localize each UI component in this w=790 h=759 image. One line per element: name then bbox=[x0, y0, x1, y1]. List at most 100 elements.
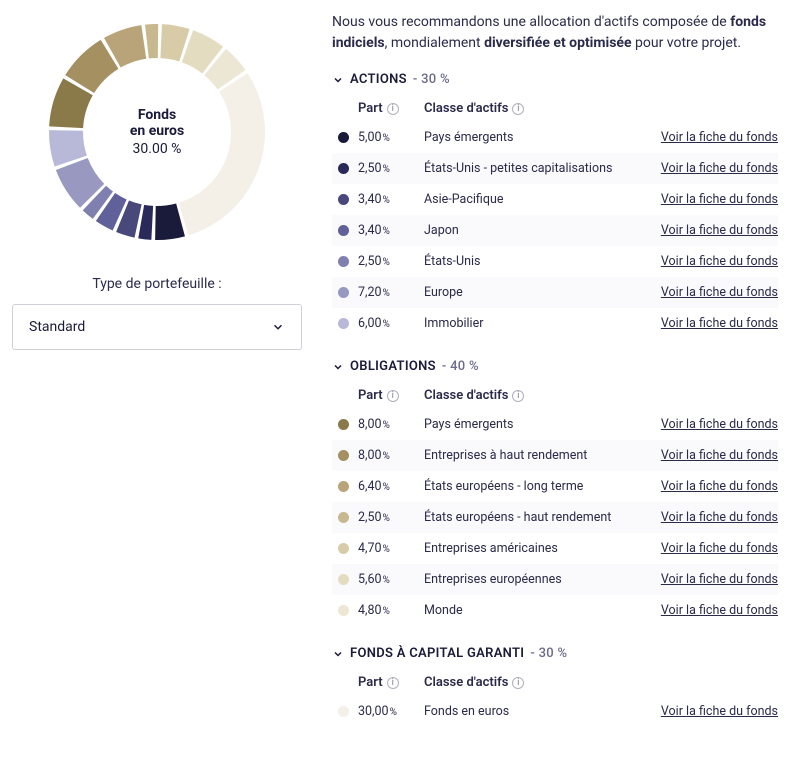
chevron-down-icon bbox=[332, 74, 344, 86]
info-icon[interactable]: i bbox=[387, 103, 399, 115]
section-name: OBLIGATIONS bbox=[350, 359, 436, 374]
section-percent: - 30 % bbox=[413, 72, 450, 87]
row-class: États-Unis - petites capitalisations bbox=[424, 161, 638, 176]
col-header-class: Classe d'actifsi bbox=[424, 388, 638, 403]
row-class: Europe bbox=[424, 285, 638, 300]
allocation-row: 2,50% États-Unis Voir la fiche du fonds bbox=[332, 246, 778, 277]
info-icon[interactable]: i bbox=[512, 390, 524, 402]
row-class: Entreprises européennes bbox=[424, 572, 638, 587]
col-header-part: Parti bbox=[358, 388, 424, 403]
row-part: 5,60% bbox=[358, 572, 424, 587]
donut-segment[interactable] bbox=[138, 205, 153, 240]
allocation-donut: Fonds en euros 30.00 % bbox=[37, 12, 277, 252]
fund-sheet-link[interactable]: Voir la fiche du fonds bbox=[661, 572, 778, 587]
row-part: 3,40% bbox=[358, 223, 424, 238]
fund-sheet-link[interactable]: Voir la fiche du fonds bbox=[661, 223, 778, 238]
row-class: Immobilier bbox=[424, 316, 638, 331]
allocation-row: 3,40% Japon Voir la fiche du fonds bbox=[332, 215, 778, 246]
row-class: Entreprises à haut rendement bbox=[424, 448, 638, 463]
row-class: Pays émergents bbox=[424, 130, 638, 145]
fund-sheet-link[interactable]: Voir la fiche du fonds bbox=[661, 704, 778, 719]
fund-sheet-link[interactable]: Voir la fiche du fonds bbox=[661, 603, 778, 618]
donut-center-line3: 30.00 % bbox=[130, 141, 184, 157]
color-dot bbox=[338, 605, 349, 616]
allocation-section: ACTIONS - 30 % Parti Classe d'actifsi 5,… bbox=[332, 72, 778, 339]
color-dot bbox=[338, 574, 349, 585]
fund-sheet-link[interactable]: Voir la fiche du fonds bbox=[661, 285, 778, 300]
fund-sheet-link[interactable]: Voir la fiche du fonds bbox=[661, 130, 778, 145]
fund-sheet-link[interactable]: Voir la fiche du fonds bbox=[661, 161, 778, 176]
table-header: Parti Classe d'actifsi bbox=[332, 669, 778, 696]
info-icon[interactable]: i bbox=[387, 677, 399, 689]
allocation-row: 2,50% États-Unis - petites capitalisatio… bbox=[332, 153, 778, 184]
donut-segment[interactable] bbox=[145, 24, 158, 58]
row-part: 2,50% bbox=[358, 510, 424, 525]
donut-center-line1: Fonds bbox=[130, 107, 184, 123]
col-header-class: Classe d'actifsi bbox=[424, 675, 638, 690]
section-percent: - 40 % bbox=[442, 359, 479, 374]
chevron-down-icon bbox=[332, 361, 344, 373]
row-part: 5,00% bbox=[358, 130, 424, 145]
row-part: 2,50% bbox=[358, 161, 424, 176]
fund-sheet-link[interactable]: Voir la fiche du fonds bbox=[661, 510, 778, 525]
row-class: États européens - long terme bbox=[424, 479, 638, 494]
info-icon[interactable]: i bbox=[512, 677, 524, 689]
color-dot bbox=[338, 706, 349, 717]
col-header-part: Parti bbox=[358, 101, 424, 116]
fund-sheet-link[interactable]: Voir la fiche du fonds bbox=[661, 192, 778, 207]
donut-segment[interactable] bbox=[155, 203, 185, 240]
allocation-row: 3,40% Asie-Pacifique Voir la fiche du fo… bbox=[332, 184, 778, 215]
info-icon[interactable]: i bbox=[512, 103, 524, 115]
section-header[interactable]: OBLIGATIONS - 40 % bbox=[332, 359, 778, 374]
color-dot bbox=[338, 512, 349, 523]
allocation-row: 6,40% États européens - long terme Voir … bbox=[332, 471, 778, 502]
fund-sheet-link[interactable]: Voir la fiche du fonds bbox=[661, 316, 778, 331]
row-part: 2,50% bbox=[358, 254, 424, 269]
allocation-row: 7,20% Europe Voir la fiche du fonds bbox=[332, 277, 778, 308]
col-header-part: Parti bbox=[358, 675, 424, 690]
color-dot bbox=[338, 450, 349, 461]
donut-center: Fonds en euros 30.00 % bbox=[130, 107, 184, 157]
row-part: 8,00% bbox=[358, 417, 424, 432]
allocation-row: 30,00% Fonds en euros Voir la fiche du f… bbox=[332, 696, 778, 727]
row-class: Fonds en euros bbox=[424, 704, 638, 719]
color-dot bbox=[338, 132, 349, 143]
color-dot bbox=[338, 163, 349, 174]
allocation-row: 4,70% Entreprises américaines Voir la fi… bbox=[332, 533, 778, 564]
row-part: 6,00% bbox=[358, 316, 424, 331]
row-class: Japon bbox=[424, 223, 638, 238]
table-header: Parti Classe d'actifsi bbox=[332, 95, 778, 122]
right-panel: Nous vous recommandons une allocation d'… bbox=[332, 12, 778, 747]
chevron-down-icon bbox=[271, 320, 285, 334]
table-header: Parti Classe d'actifsi bbox=[332, 382, 778, 409]
allocation-section: OBLIGATIONS - 40 % Parti Classe d'actifs… bbox=[332, 359, 778, 626]
portfolio-type-value: Standard bbox=[29, 319, 85, 335]
row-class: Monde bbox=[424, 603, 638, 618]
info-icon[interactable]: i bbox=[387, 390, 399, 402]
donut-segment[interactable] bbox=[179, 73, 265, 235]
intro-text: Nous vous recommandons une allocation d'… bbox=[332, 12, 778, 54]
portfolio-type-label: Type de portefeuille : bbox=[12, 276, 302, 292]
row-part: 30,00% bbox=[358, 704, 424, 719]
allocation-row: 8,00% Pays émergents Voir la fiche du fo… bbox=[332, 409, 778, 440]
row-part: 7,20% bbox=[358, 285, 424, 300]
color-dot bbox=[338, 194, 349, 205]
allocation-row: 2,50% États européens - haut rendement V… bbox=[332, 502, 778, 533]
section-header[interactable]: ACTIONS - 30 % bbox=[332, 72, 778, 87]
fund-sheet-link[interactable]: Voir la fiche du fonds bbox=[661, 448, 778, 463]
color-dot bbox=[338, 481, 349, 492]
allocation-row: 5,60% Entreprises européennes Voir la fi… bbox=[332, 564, 778, 595]
row-part: 4,80% bbox=[358, 603, 424, 618]
fund-sheet-link[interactable]: Voir la fiche du fonds bbox=[661, 541, 778, 556]
allocation-row: 4,80% Monde Voir la fiche du fonds bbox=[332, 595, 778, 626]
fund-sheet-link[interactable]: Voir la fiche du fonds bbox=[661, 254, 778, 269]
fund-sheet-link[interactable]: Voir la fiche du fonds bbox=[661, 417, 778, 432]
portfolio-type-select[interactable]: Standard bbox=[12, 304, 302, 350]
section-name: FONDS À CAPITAL GARANTI bbox=[350, 646, 524, 661]
color-dot bbox=[338, 318, 349, 329]
section-header[interactable]: FONDS À CAPITAL GARANTI - 30 % bbox=[332, 646, 778, 661]
row-class: Entreprises américaines bbox=[424, 541, 638, 556]
section-name: ACTIONS bbox=[350, 72, 407, 87]
fund-sheet-link[interactable]: Voir la fiche du fonds bbox=[661, 479, 778, 494]
row-class: États européens - haut rendement bbox=[424, 510, 638, 525]
